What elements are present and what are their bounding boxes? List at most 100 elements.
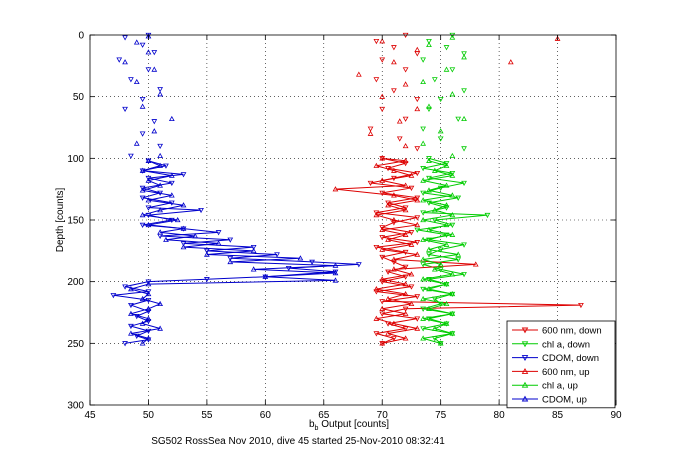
- data-point: [426, 226, 432, 233]
- x-tick-label: 65: [318, 410, 330, 421]
- data-point: [391, 266, 397, 272]
- data-point: [227, 256, 234, 262]
- x-tick-label: 70: [377, 410, 389, 421]
- data-point: [309, 259, 315, 265]
- x-axis-label: bb Output [counts]: [309, 419, 389, 432]
- data-point: [420, 315, 427, 321]
- data-point: [431, 266, 438, 272]
- data-point: [420, 190, 427, 196]
- legend-marker: [521, 327, 529, 334]
- data-point: [420, 335, 427, 341]
- data-point: [145, 175, 152, 182]
- data-point: [122, 284, 128, 290]
- data-point: [122, 59, 128, 65]
- data-point: [449, 67, 456, 73]
- x-tick-label: 90: [610, 410, 622, 421]
- legend-label: chl a, down: [542, 339, 590, 350]
- data-point: [332, 277, 339, 283]
- legend-marker: [521, 395, 529, 402]
- y-axis-label: Depth [counts]: [55, 188, 66, 253]
- data-point: [379, 305, 386, 311]
- series-line: [129, 160, 336, 344]
- data-point: [402, 67, 409, 73]
- data-point: [157, 229, 164, 235]
- data-point: [402, 207, 409, 213]
- data-point: [391, 259, 397, 265]
- data-point: [157, 91, 164, 97]
- x-axis-label-rest: Output [counts]: [318, 419, 389, 430]
- data-point: [414, 195, 421, 201]
- data-point: [379, 38, 386, 44]
- x-axis-label-main: b: [309, 419, 315, 430]
- y-tick-label: 300: [67, 401, 84, 412]
- legend-label: 600 nm, up: [542, 367, 590, 378]
- data-point: [426, 156, 432, 162]
- data-point: [385, 236, 391, 242]
- series-line: [422, 160, 459, 344]
- data-point: [449, 222, 456, 228]
- data-point: [437, 128, 444, 134]
- data-point: [420, 216, 427, 223]
- legend-marker: [521, 355, 529, 362]
- data-point: [420, 166, 427, 172]
- data-point: [455, 251, 462, 257]
- data-point: [449, 212, 456, 218]
- data-point: [215, 230, 222, 236]
- data-point: [116, 57, 123, 63]
- data-point: [420, 262, 427, 268]
- data-point: [578, 302, 584, 309]
- data-point: [437, 96, 444, 103]
- data-point: [391, 220, 397, 226]
- data-point: [402, 264, 409, 270]
- legend-marker: [521, 341, 529, 348]
- data-point: [402, 182, 409, 188]
- data-point: [449, 91, 456, 97]
- data-point: [250, 247, 257, 253]
- data-point: [391, 192, 397, 198]
- series-line: [113, 160, 359, 344]
- data-point: [385, 295, 391, 302]
- data-point: [402, 142, 409, 149]
- data-point: [145, 221, 152, 228]
- series-line: [370, 157, 581, 344]
- data-point: [420, 57, 427, 63]
- data-point: [426, 237, 432, 243]
- data-point: [151, 128, 158, 134]
- data-point: [373, 315, 380, 321]
- data-point: [443, 202, 450, 208]
- data-point: [373, 39, 380, 45]
- tick-labels: 45 50 55 60 65 70 75 80 85 90 0 50 100 150 200 250 300: [67, 31, 622, 422]
- data-point: [443, 162, 450, 168]
- legend-label: 600 nm, down: [542, 326, 602, 337]
- data-point: [414, 240, 421, 246]
- data-point: [133, 39, 140, 45]
- data-point: [402, 81, 409, 87]
- data-point: [367, 130, 374, 136]
- data-point: [391, 256, 397, 262]
- data-point: [157, 162, 164, 168]
- data-point: [426, 286, 432, 292]
- data-point: [391, 45, 397, 51]
- data-point: [145, 67, 152, 73]
- data-point: [379, 57, 386, 63]
- data-point: [443, 241, 450, 247]
- x-axis-label-sub: b: [315, 425, 319, 432]
- data-point: [373, 212, 380, 218]
- data-point: [379, 254, 386, 261]
- data-point: [373, 77, 380, 83]
- data-point: [391, 167, 397, 173]
- x-tick-label: 75: [435, 410, 447, 421]
- data-point: [414, 316, 421, 322]
- x-tick-label: 80: [494, 410, 506, 421]
- legend-label: CDOM, down: [542, 353, 599, 364]
- data-point: [426, 277, 432, 283]
- data-point: [402, 231, 409, 237]
- data-point: [402, 326, 409, 332]
- data-point: [408, 241, 415, 247]
- data-point: [402, 310, 409, 316]
- data-point: [168, 172, 175, 178]
- data-point: [157, 325, 164, 331]
- data-point: [414, 146, 421, 152]
- y-tick-label: 0: [78, 31, 84, 42]
